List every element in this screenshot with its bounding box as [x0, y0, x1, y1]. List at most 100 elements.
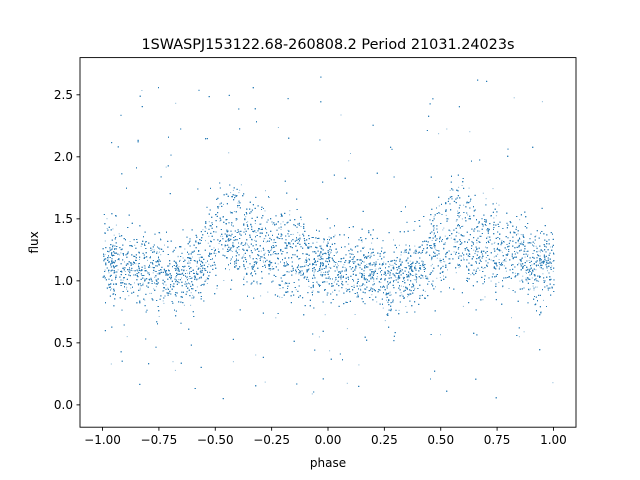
- data-point: [220, 235, 221, 237]
- data-point: [177, 279, 179, 281]
- data-point: [505, 260, 507, 262]
- data-point: [542, 273, 544, 275]
- data-point: [304, 242, 306, 244]
- data-point: [318, 336, 320, 338]
- data-point: [416, 274, 418, 275]
- data-point: [279, 296, 281, 298]
- data-point: [252, 265, 254, 267]
- data-point: [182, 257, 184, 259]
- data-point: [414, 250, 416, 252]
- data-point: [193, 297, 195, 299]
- data-point: [543, 280, 544, 282]
- data-point: [368, 255, 370, 257]
- data-point: [528, 260, 530, 261]
- data-point: [369, 275, 371, 277]
- data-point: [513, 97, 515, 99]
- data-point: [205, 279, 207, 281]
- data-point: [154, 270, 156, 272]
- data-point: [526, 272, 527, 274]
- data-point: [155, 286, 157, 288]
- data-point: [104, 269, 106, 271]
- data-point: [360, 285, 362, 287]
- data-point: [501, 239, 503, 241]
- data-point: [162, 300, 164, 302]
- data-point: [389, 291, 391, 293]
- data-point: [444, 242, 446, 243]
- data-point: [226, 193, 228, 195]
- data-point: [443, 260, 445, 262]
- data-point: [206, 277, 208, 279]
- data-point: [552, 270, 554, 272]
- data-point: [336, 267, 338, 269]
- data-point: [523, 331, 525, 333]
- data-point: [360, 288, 361, 290]
- data-point: [260, 283, 262, 285]
- data-point: [117, 269, 119, 271]
- data-point: [550, 246, 552, 248]
- data-point: [151, 266, 153, 268]
- data-point: [323, 272, 325, 273]
- data-point: [457, 210, 459, 212]
- data-point: [282, 221, 284, 223]
- data-point: [254, 248, 255, 250]
- data-point: [183, 269, 185, 271]
- data-point: [304, 261, 306, 263]
- data-point: [129, 241, 131, 242]
- data-point: [539, 266, 541, 268]
- data-point: [430, 259, 432, 261]
- data-point: [271, 266, 273, 268]
- data-point: [373, 264, 375, 265]
- data-point: [393, 239, 394, 241]
- data-point: [265, 190, 266, 192]
- data-point: [443, 247, 445, 249]
- data-point: [338, 290, 340, 292]
- data-point: [192, 294, 194, 296]
- data-point: [297, 232, 299, 234]
- data-point: [261, 227, 263, 229]
- data-point: [126, 286, 128, 288]
- data-point: [124, 261, 125, 263]
- data-point: [196, 271, 197, 272]
- data-point: [371, 294, 373, 296]
- data-point: [344, 267, 346, 268]
- data-point: [371, 242, 373, 244]
- data-point: [292, 233, 294, 235]
- data-point: [228, 152, 230, 154]
- data-point: [137, 270, 139, 272]
- data-point: [335, 248, 337, 250]
- data-point: [450, 237, 452, 239]
- data-point: [392, 264, 394, 266]
- data-point: [538, 250, 540, 252]
- data-point: [130, 287, 132, 289]
- data-point: [345, 288, 347, 290]
- data-point: [245, 216, 247, 218]
- data-point: [178, 266, 180, 268]
- data-point: [140, 245, 142, 247]
- data-point: [434, 247, 436, 249]
- data-point: [157, 252, 159, 254]
- data-point: [177, 270, 179, 272]
- data-point: [346, 328, 348, 330]
- data-point: [243, 254, 245, 256]
- data-point: [531, 277, 533, 279]
- data-point: [213, 247, 215, 249]
- data-point: [230, 250, 232, 252]
- data-point: [230, 192, 232, 194]
- data-point: [485, 257, 487, 258]
- data-point: [477, 223, 479, 224]
- data-point: [482, 268, 484, 270]
- data-point: [435, 249, 437, 251]
- data-point: [440, 261, 442, 263]
- data-point: [332, 259, 334, 260]
- data-point: [147, 259, 148, 261]
- data-point: [314, 271, 316, 272]
- data-point: [132, 270, 134, 272]
- data-point: [189, 271, 191, 273]
- data-point: [335, 251, 337, 253]
- data-point: [398, 309, 400, 311]
- data-point: [156, 273, 158, 275]
- data-point: [182, 272, 184, 274]
- data-point: [436, 277, 438, 279]
- data-point: [330, 252, 331, 254]
